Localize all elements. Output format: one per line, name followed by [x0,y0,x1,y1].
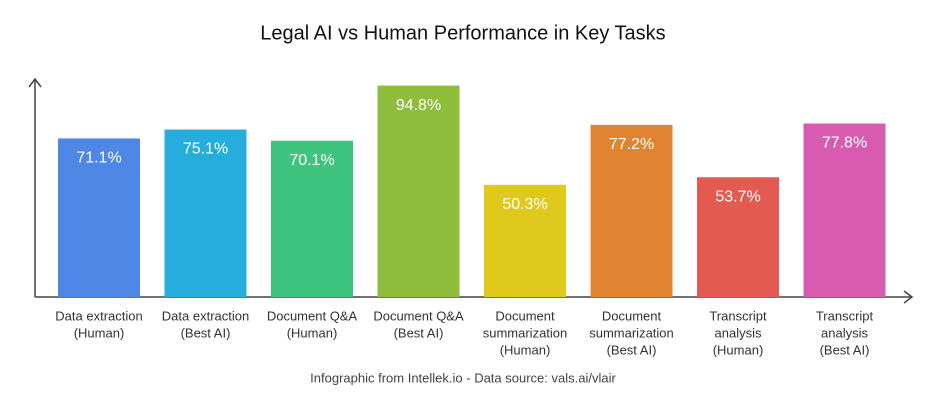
x-tick-label: Data extraction [162,308,249,323]
x-tick-label: Data extraction [55,308,142,323]
value-label: 75.1% [183,141,228,158]
x-tick-label: (Best AI) [181,325,231,340]
bar [590,124,673,298]
x-tick-label: (Best AI) [394,325,444,340]
source-note: Infographic from Intellek.io - Data sour… [310,370,616,385]
x-tick-label: (Human) [713,342,764,357]
x-tick-label: (Best AI) [820,342,870,357]
value-label: 70.1% [289,152,334,169]
x-tick-label: Document Q&A [373,308,464,323]
bar [697,177,779,297]
value-label: 71.1% [76,150,121,167]
x-tick-label: Transcript [709,308,767,323]
y-axis-arrow [28,77,42,88]
x-tick-label: (Human) [500,342,551,357]
value-label: 94.8% [396,97,441,114]
x-tick-label: (Best AI) [607,342,657,357]
x-tick-label: Transcript [816,308,874,323]
chart-title: Legal AI vs Human Performance in Key Tas… [260,22,665,44]
x-tick-label: analysis [821,325,868,340]
x-axis-arrow [903,290,914,304]
x-tick-label: (Human) [74,325,125,340]
value-label: 50.3% [502,196,547,213]
x-tick-label: Document [602,308,662,323]
value-label: 77.2% [609,136,654,153]
bar [164,129,247,297]
value-label: 53.7% [715,188,760,205]
bar [58,138,140,297]
x-tick-label: summarization [589,325,674,340]
value-label: 77.8% [822,135,867,152]
x-tick-label: (Human) [287,325,338,340]
bar [271,140,353,297]
x-tick-label: summarization [483,325,568,340]
x-tick-label: analysis [715,325,762,340]
bar [803,123,886,297]
x-tick-label: Document Q&A [267,308,358,323]
bar [377,85,460,297]
bar [484,184,566,297]
x-tick-label: Document [495,308,555,323]
